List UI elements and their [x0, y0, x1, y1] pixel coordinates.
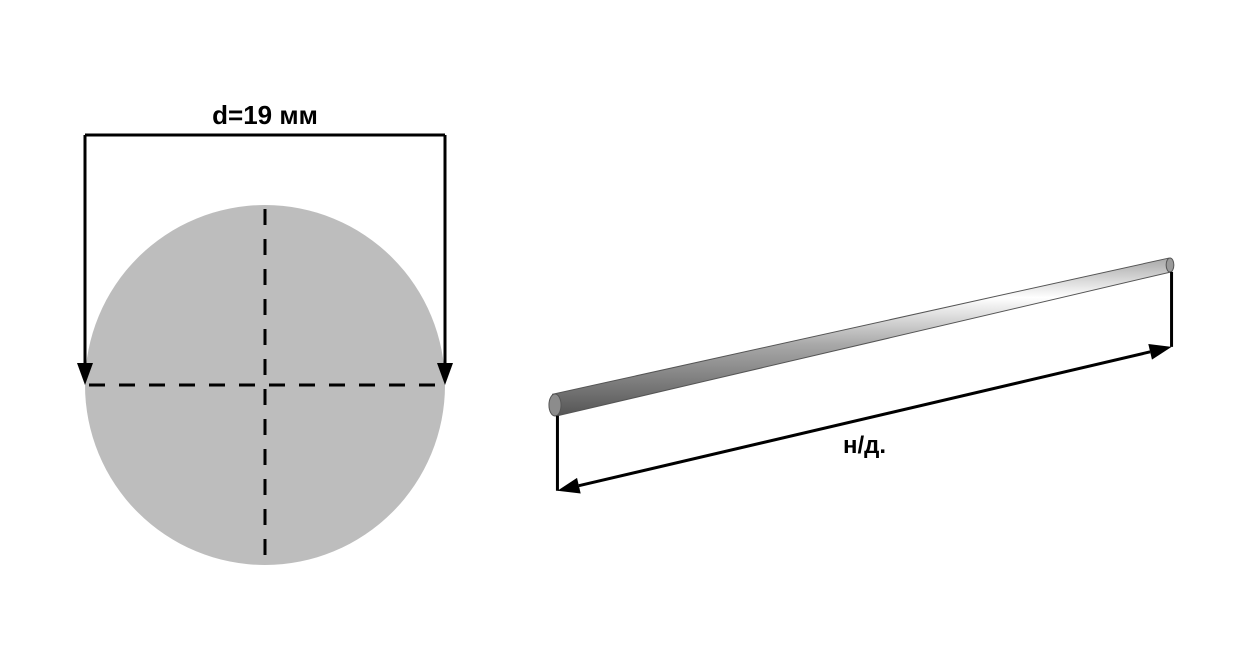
diameter-label: d=19 мм	[212, 100, 318, 130]
rod-endcap-near	[549, 394, 561, 416]
length-arrow-near	[557, 478, 580, 494]
length-arrow-far	[1148, 344, 1171, 360]
length-label: н/д.	[843, 432, 886, 459]
rod-body	[553, 258, 1172, 416]
diagram-container: d=19 мм н/д.	[0, 0, 1240, 660]
rod-endcap-far	[1166, 258, 1174, 272]
diagram-svg: d=19 мм н/д.	[0, 0, 1240, 660]
